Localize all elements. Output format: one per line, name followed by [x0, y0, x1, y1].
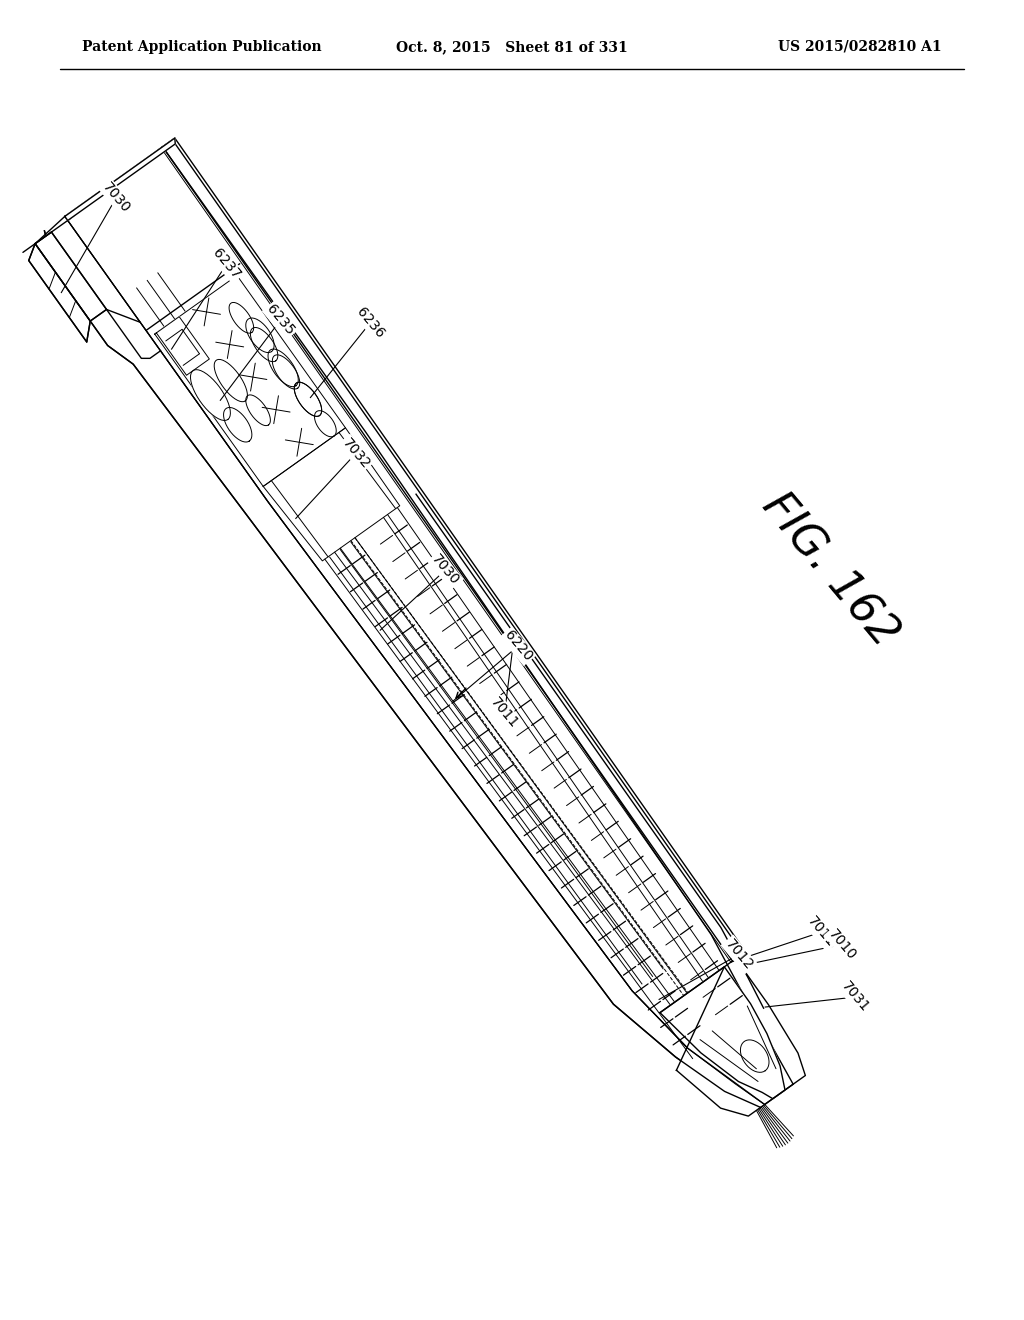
Text: Patent Application Publication: Patent Application Publication	[82, 40, 322, 54]
Polygon shape	[263, 428, 399, 561]
Polygon shape	[246, 318, 274, 352]
Polygon shape	[677, 958, 805, 1117]
Polygon shape	[163, 139, 745, 961]
Polygon shape	[65, 147, 794, 1105]
Text: 7011: 7011	[804, 915, 838, 950]
Text: 6237: 6237	[210, 246, 244, 282]
Polygon shape	[229, 302, 254, 333]
Text: 7012: 7012	[723, 936, 756, 973]
Text: FIG. 162: FIG. 162	[754, 484, 906, 655]
Polygon shape	[659, 966, 785, 1098]
Polygon shape	[155, 276, 345, 486]
Text: 7030: 7030	[429, 552, 462, 587]
Polygon shape	[272, 355, 300, 389]
Polygon shape	[294, 383, 322, 416]
Text: 7030: 7030	[99, 180, 133, 215]
Polygon shape	[268, 348, 298, 387]
Text: 6236: 6236	[353, 305, 387, 341]
Text: 7011: 7011	[488, 694, 521, 731]
Text: Oct. 8, 2015   Sheet 81 of 331: Oct. 8, 2015 Sheet 81 of 331	[396, 40, 628, 54]
Text: 6235: 6235	[263, 302, 297, 338]
Text: 7010: 7010	[825, 927, 859, 962]
Polygon shape	[294, 383, 322, 416]
Polygon shape	[44, 216, 765, 1107]
Polygon shape	[214, 359, 248, 401]
Polygon shape	[740, 1040, 769, 1072]
Polygon shape	[190, 370, 230, 421]
Polygon shape	[246, 395, 270, 425]
Text: 6220: 6220	[502, 628, 535, 664]
Polygon shape	[223, 408, 252, 442]
Polygon shape	[314, 411, 336, 437]
Polygon shape	[35, 232, 106, 321]
Polygon shape	[152, 272, 350, 491]
Text: 7031: 7031	[839, 979, 871, 1015]
Text: US 2015/0282810 A1: US 2015/0282810 A1	[778, 40, 942, 54]
Polygon shape	[44, 216, 765, 1107]
Text: 7032: 7032	[339, 436, 373, 471]
Polygon shape	[157, 317, 209, 375]
Polygon shape	[251, 327, 278, 362]
Polygon shape	[65, 139, 175, 220]
Polygon shape	[29, 244, 90, 342]
